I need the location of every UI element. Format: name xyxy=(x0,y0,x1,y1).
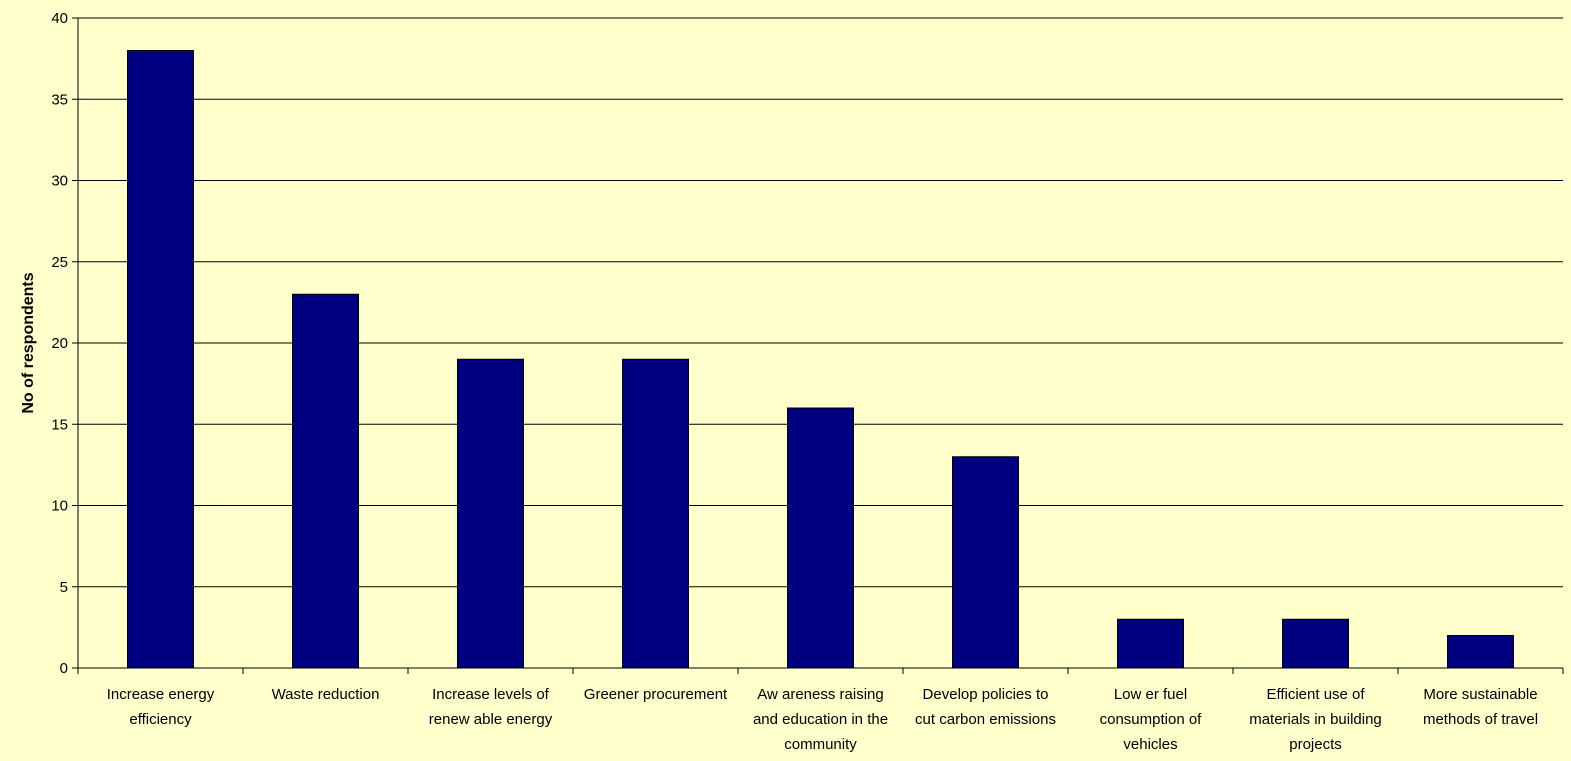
x-tick-label-line: Increase energy xyxy=(107,686,215,703)
x-tick-label-line: Efficient use of xyxy=(1266,686,1365,703)
bar xyxy=(1447,635,1514,669)
bar xyxy=(292,293,359,669)
x-tick-label: Increase energy efficiency xyxy=(107,686,215,728)
y-tick-labels: 0 5 10 15 20 25 30 35 40 xyxy=(51,10,68,677)
x-tick-label-line: vehicles xyxy=(1123,736,1177,753)
x-tick-label: Greener procurement xyxy=(584,686,728,703)
x-tick-label: Efficient use of materials in building pro… xyxy=(1249,686,1382,753)
x-tick-label-line: efficiency xyxy=(129,711,192,728)
bars xyxy=(127,50,1514,669)
y-axis-label: No of respondents xyxy=(20,272,37,413)
y-tick-label: 25 xyxy=(51,254,68,271)
x-tick-label-line: consumption of xyxy=(1100,711,1203,728)
bar xyxy=(622,358,689,669)
x-tick-label-line: and education in the xyxy=(753,711,888,728)
x-tick-label-line: Aw areness raising xyxy=(757,686,883,703)
x-tick-label: Aw areness raising and education in the co… xyxy=(753,686,888,753)
x-tick-label-line: methods of travel xyxy=(1423,711,1538,728)
x-tick-label-line: Low er fuel xyxy=(1114,686,1187,703)
x-tick-label: Increase levels of renew able energy xyxy=(429,686,553,728)
x-tick-label-line: More sustainable xyxy=(1423,686,1537,703)
bar xyxy=(1282,618,1349,669)
bar xyxy=(787,407,854,669)
x-tick-label-line: Increase levels of xyxy=(432,686,550,703)
bar xyxy=(457,358,524,669)
y-tick-label: 40 xyxy=(51,10,68,27)
x-tick-label-line: Develop policies to xyxy=(923,686,1049,703)
axes xyxy=(72,17,1564,674)
y-tick-label: 35 xyxy=(51,91,68,108)
x-tick-label-line: cut carbon emissions xyxy=(915,711,1056,728)
x-tick-label-line: projects xyxy=(1289,736,1342,753)
y-tick-label: 10 xyxy=(51,498,68,515)
x-tick-label-line: renew able energy xyxy=(429,711,553,728)
y-tick-label: 5 xyxy=(60,579,68,596)
x-tick-label-line: Waste reduction xyxy=(272,686,380,703)
y-tick-label: 15 xyxy=(51,416,68,433)
bar xyxy=(127,50,194,669)
bar xyxy=(952,456,1019,669)
y-tick-label: 30 xyxy=(51,173,68,190)
x-tick-label-line: materials in building xyxy=(1249,711,1382,728)
bar xyxy=(1117,618,1184,669)
x-tick-label: Waste reduction xyxy=(272,686,380,703)
x-tick-label-line: community xyxy=(784,736,857,753)
x-tick-labels: Increase energy efficiency Waste reduction… xyxy=(107,686,1538,753)
y-tick-label: 20 xyxy=(51,335,68,352)
x-tick-label: Low er fuel consumption of vehicles xyxy=(1100,686,1203,753)
y-tick-label: 0 xyxy=(60,660,68,677)
x-tick-label: Develop policies to cut carbon emissions xyxy=(915,686,1056,728)
x-tick-label: More sustainable methods of travel xyxy=(1423,686,1538,728)
x-tick-label-line: Greener procurement xyxy=(584,686,728,703)
